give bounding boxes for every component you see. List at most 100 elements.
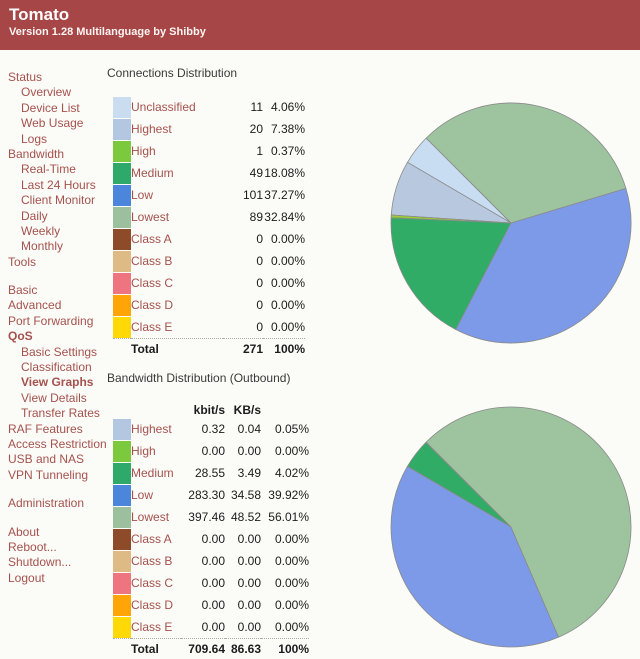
total-kbit: 709.64 [181,638,225,659]
connections-table: Unclassified 11 4.06% Highest 20 7.38% High 1 0.… [113,96,305,359]
sidebar-item-advanced[interactable]: Advanced [8,298,62,313]
bandwidth-percent: 0.00% [274,444,309,458]
class-label: Class E [131,320,173,334]
sidebar-item-reboot[interactable]: Reboot... [8,539,57,554]
color-swatch-cell [113,184,131,206]
sidebar-item-logout[interactable]: Logout [8,570,45,585]
sidebar-item-weekly[interactable]: Weekly [21,223,61,238]
table-row: Highest 20 7.38% [113,118,305,140]
color-swatch-cell [113,118,131,140]
color-swatch-cell [113,528,131,550]
sidebar-item-qos[interactable]: QoS [8,329,33,344]
sidebar-item-port-forwarding[interactable]: Port Forwarding [8,313,94,328]
table-row: Class C 0.00 0.00 0.00% [113,572,309,594]
color-swatch-cell [113,462,131,484]
sidebar-item-logs[interactable]: Logs [21,131,48,146]
sidebar-item-view-details[interactable]: View Details [21,390,87,405]
sidebar-item-vpn-tunneling[interactable]: VPN Tunneling [8,467,89,482]
bandwidth-kbit: 283.30 [188,488,225,502]
bandwidth-kbit: 0.00 [201,554,225,568]
sidebar-item-view-graphs[interactable]: View Graphs [21,375,94,390]
sidebar-item-real-time[interactable]: Real-Time [21,162,76,177]
bandwidth-table-head: kbit/s KB/s [113,401,309,418]
total-spacer [113,638,131,659]
color-swatch-cell [113,572,131,594]
total-label: Total [131,638,181,659]
color-swatch [113,550,131,572]
col-header-kbs: KB/s [233,402,261,417]
sidebar-item-about[interactable]: About [8,524,40,539]
table-row: Low 283.30 34.58 39.92% [113,484,309,506]
sidebar-item-usb-and-nas[interactable]: USB and NAS [8,452,85,467]
class-label: Class E [131,620,173,634]
sidebar-item-overview[interactable]: Overview [21,85,72,100]
sidebar-item-basic-settings[interactable]: Basic Settings [21,344,98,359]
color-swatch-cell [113,250,131,272]
bandwidth-kbit: 0.00 [201,576,225,590]
color-swatch [113,250,131,272]
sidebar-item-raf-features[interactable]: RAF Features [8,421,83,436]
total-percent: 100% [263,338,305,359]
table-row: Lowest 397.46 48.52 56.01% [113,506,309,528]
class-label: Highest [131,422,172,436]
bandwidth-percent: 56.01% [268,510,309,524]
sidebar-item-tools[interactable]: Tools [8,254,37,269]
table-row: Lowest 89 32.84% [113,206,305,228]
total-spacer [113,338,131,359]
color-swatch [113,572,131,594]
color-swatch [113,440,131,462]
class-label: Medium [131,166,174,180]
bandwidth-percent: 0.00% [274,554,309,568]
connections-count: 101 [242,188,263,202]
color-swatch [113,184,131,206]
connections-percent: 4.06% [270,100,305,114]
color-swatch [113,418,131,440]
sidebar-item-basic[interactable]: Basic [8,283,38,298]
app-subtitle: Version 1.28 Multilanguage by Shibby [9,26,206,38]
bandwidth-percent: 4.02% [274,466,309,480]
bandwidth-kbit: 0.00 [201,444,225,458]
connections-count: 0 [256,276,263,290]
pie-slice-medium [390,217,512,330]
sidebar-item-client-monitor[interactable]: Client Monitor [21,193,96,208]
bandwidth-kbs: 3.49 [237,466,261,480]
table-row: Highest 0.32 0.04 0.05% [113,418,309,440]
sidebar-item-access-restriction[interactable]: Access Restriction [8,436,107,451]
table-row: Low 101 37.27% [113,184,305,206]
class-label: Class C [131,276,174,290]
bandwidth-kbit: 28.55 [194,466,225,480]
connections-percent: 18.08% [264,166,305,180]
sidebar-item-transfer-rates[interactable]: Transfer Rates [21,406,100,421]
table-row: Class D 0 0.00% [113,294,305,316]
color-swatch-cell [113,162,131,184]
color-swatch-cell [113,506,131,528]
sidebar-item-shutdown[interactable]: Shutdown... [8,555,72,570]
bandwidth-kbit: 0.32 [201,422,225,436]
class-label: Class A [131,532,172,546]
bandwidth-title: Bandwidth Distribution (Outbound) [107,371,291,385]
color-swatch-cell [113,484,131,506]
connections-percent: 0.00% [270,254,305,268]
sidebar-item-last-24-hours[interactable]: Last 24 Hours [21,177,96,192]
class-label: Class D [131,298,174,312]
header-spacer [113,401,131,418]
connections-percent: 0.00% [270,298,305,312]
sidebar-item-classification[interactable]: Classification [21,360,92,375]
bandwidth-percent: 0.05% [274,422,309,436]
bandwidth-kbs: 48.52 [230,510,261,524]
class-label: Class B [131,554,173,568]
bandwidth-kbit: 0.00 [201,620,225,634]
bandwidth-pie-chart [390,406,632,648]
sidebar-item-monthly[interactable]: Monthly [21,239,64,254]
sidebar-item-daily[interactable]: Daily [21,208,48,223]
total-count: 271 [223,338,263,359]
connections-count: 89 [249,210,263,224]
sidebar-item-status[interactable]: Status [8,70,43,84]
bandwidth-kbit: 0.00 [201,532,225,546]
sidebar-item-bandwidth[interactable]: Bandwidth [8,146,65,161]
class-label: Lowest [131,510,170,524]
class-label: Class D [131,598,174,612]
sidebar-item-administration[interactable]: Administration [8,496,85,511]
sidebar-item-web-usage[interactable]: Web Usage [21,116,84,131]
sidebar-item-device-list[interactable]: Device List [21,100,80,115]
